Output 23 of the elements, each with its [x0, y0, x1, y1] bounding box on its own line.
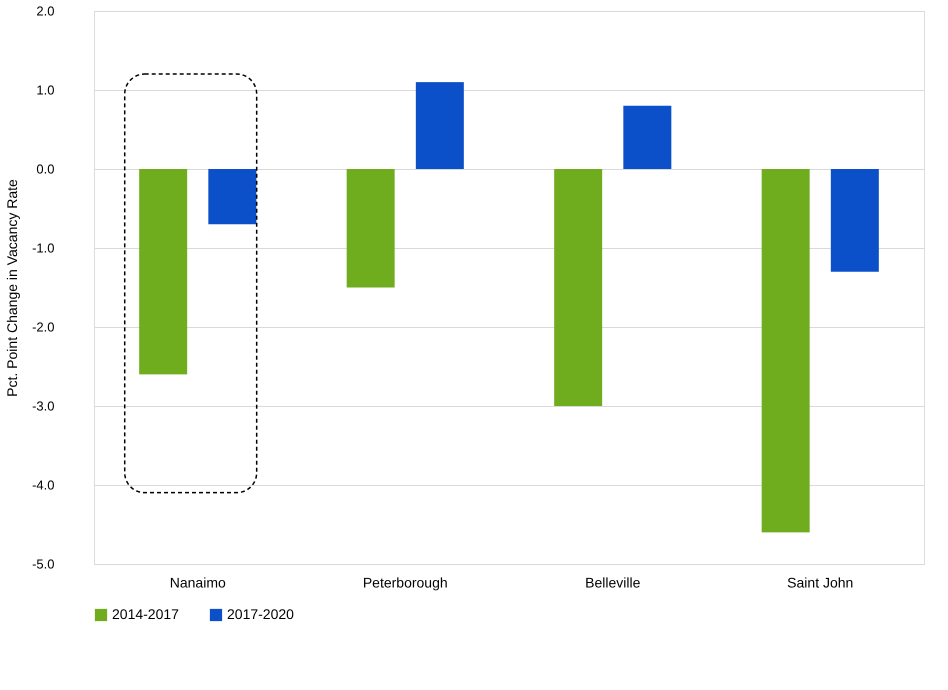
y-tick-label: -3.0 — [32, 398, 54, 414]
y-tick-label: 1.0 — [36, 82, 54, 98]
bar — [346, 169, 395, 288]
legend-label: 2014-2017 — [112, 606, 180, 622]
x-tick-label: Nanaimo — [170, 574, 226, 590]
bar — [139, 169, 188, 374]
bar — [416, 82, 464, 169]
y-tick-label: 0.0 — [36, 162, 54, 176]
y-tick-label: -2.0 — [32, 320, 54, 334]
x-tick-label: Belleville — [585, 574, 641, 590]
bar — [830, 169, 879, 272]
x-tick-label: Peterborough — [362, 574, 448, 590]
bar — [208, 169, 256, 224]
y-tick-label: -5.0 — [32, 556, 54, 572]
y-tick-label: -1.0 — [32, 240, 54, 256]
y-axis-title: Pct. Point Change in Vacancy Rate — [4, 178, 20, 397]
bar — [554, 169, 602, 406]
y-tick-label: -4.0 — [32, 478, 54, 492]
bar — [623, 106, 672, 169]
bar — [762, 169, 810, 532]
legend-label: 2017-2020 — [227, 606, 294, 622]
x-tick-label: Saint John — [787, 574, 854, 590]
y-tick-label: 2.0 — [36, 4, 54, 18]
